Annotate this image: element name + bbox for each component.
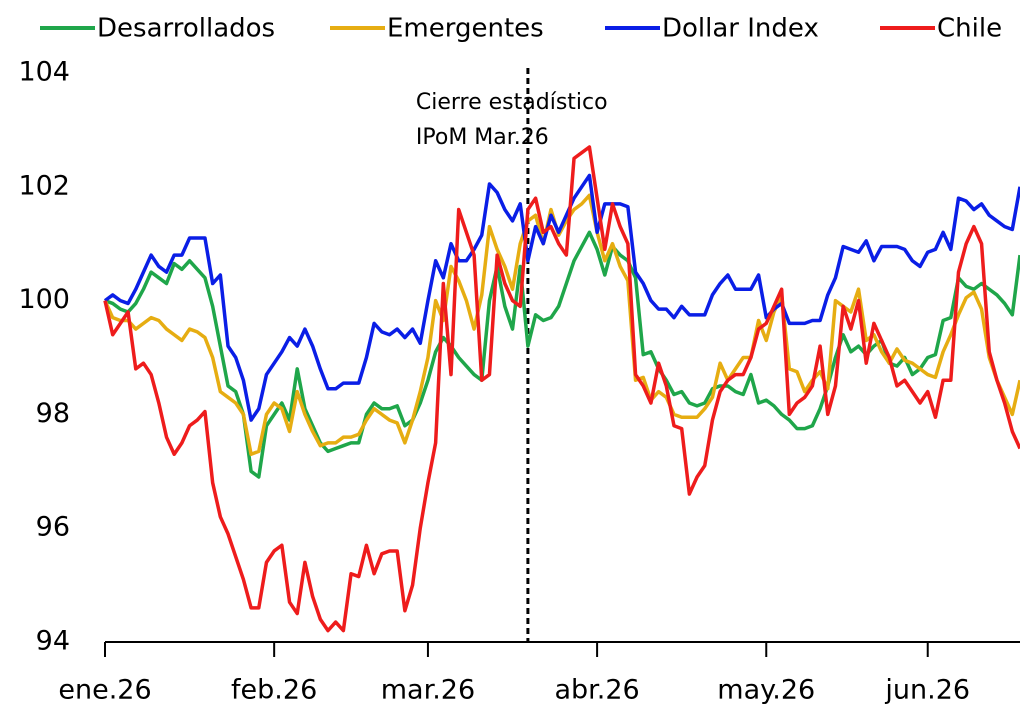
x-tick-label: ene.26	[58, 675, 151, 705]
line-series	[103, 173, 1020, 422]
annotation: IPoM Mar.26	[416, 125, 549, 150]
annotation: Cierre estadístico	[416, 90, 608, 115]
y-tick-label: 104	[18, 57, 70, 88]
x-tick-label: abr.26	[554, 675, 639, 705]
y-tick-label: 96	[36, 512, 70, 543]
x-tick-label: may.26	[717, 675, 815, 705]
line-series	[103, 145, 1020, 633]
legend-label: Desarrollados	[97, 14, 275, 44]
x-tick-label: jun.26	[884, 675, 970, 705]
legend-label: Dollar Index	[662, 14, 819, 44]
y-tick-label: 102	[18, 170, 70, 201]
x-tick-label: feb.26	[231, 675, 317, 705]
line-series	[103, 193, 1020, 456]
y-tick-label: 98	[36, 398, 70, 429]
legend-label: Emergentes	[387, 14, 544, 44]
x-tick-label: mar.26	[381, 675, 475, 705]
y-tick-label: 100	[18, 284, 70, 315]
y-tick-label: 94	[36, 626, 70, 657]
legend-label: Chile	[937, 14, 1002, 44]
